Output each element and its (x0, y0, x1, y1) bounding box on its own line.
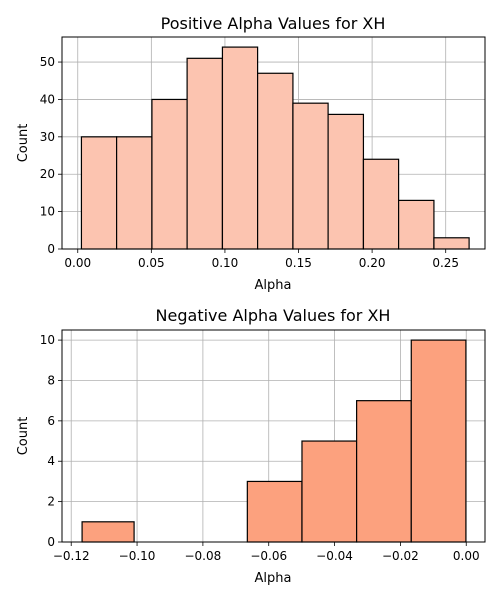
y-tick-label: 50 (40, 55, 55, 69)
y-tick-label: 0 (47, 535, 55, 549)
x-tick-label: 0.05 (138, 256, 165, 270)
x-tick-label: 0.00 (453, 549, 480, 563)
x-tick-label: 0.00 (64, 256, 91, 270)
plot-frame (61, 36, 486, 250)
histogram-bar (81, 521, 135, 543)
histogram-bar (257, 72, 294, 250)
x-axis-label: Alpha (255, 571, 292, 586)
y-tick-label: 2 (47, 495, 55, 509)
histogram-bar (301, 440, 358, 543)
y-tick-label: 4 (47, 454, 55, 468)
histogram-bar (221, 46, 259, 250)
y-axis-label: Count (16, 417, 31, 456)
x-axis-ticks: 0.00 0.05 0.10 0.15 0.20 0.25 (64, 249, 459, 270)
y-tick-label: 40 (40, 92, 55, 106)
x-tick-label: −0.06 (250, 549, 287, 563)
x-tick-label: −0.12 (53, 549, 90, 563)
y-tick-label: 0 (47, 242, 55, 256)
y-tick-label: 10 (40, 205, 55, 219)
positive-alpha-histogram: Positive Alpha Values for XH 0.00 0.05 0.1… (16, 14, 486, 293)
histogram-bar (362, 158, 400, 250)
chart-title: Positive Alpha Values for XH (161, 14, 386, 33)
histogram-bar (80, 136, 118, 250)
chart-title: Negative Alpha Values for XH (156, 306, 391, 325)
x-tick-label: 0.10 (212, 256, 239, 270)
histogram-bar (433, 237, 470, 250)
histogram-bars (80, 46, 470, 250)
x-tick-label: −0.04 (316, 549, 353, 563)
negative-alpha-histogram: Negative Alpha Values for XH −0.12 −0.10−… (16, 306, 486, 586)
y-axis-label: Count (16, 124, 31, 163)
histogram-bar (151, 98, 188, 250)
y-axis-ticks: 0 2 4 6 8 10 (40, 333, 62, 549)
plot-frame (61, 329, 486, 543)
histogram-bar (327, 113, 365, 250)
x-tick-label: 0.15 (285, 256, 312, 270)
histogram-bar (410, 339, 467, 543)
histogram-bar (398, 199, 435, 250)
x-tick-label: −0.02 (382, 549, 419, 563)
y-tick-label: 6 (47, 414, 55, 428)
y-axis-ticks: 0 10 20 30 40 50 (40, 55, 62, 256)
y-tick-label: 10 (40, 333, 55, 347)
y-tick-label: 8 (47, 373, 55, 387)
x-tick-label: 0.25 (432, 256, 459, 270)
x-tick-label: 0.20 (359, 256, 386, 270)
histogram-bar (356, 400, 412, 543)
histogram-bar (246, 480, 303, 543)
histogram-bar (186, 57, 224, 250)
histogram-bar (292, 102, 329, 250)
x-axis-ticks: −0.12 −0.10 −0.08 −0.06 −0.04 −0.02 0.00 (53, 542, 480, 563)
histogram-bar (116, 136, 153, 250)
x-tick-label: −0.08 (184, 549, 221, 563)
y-tick-label: 30 (40, 130, 55, 144)
x-axis-label: Alpha (255, 278, 292, 293)
x-tick-label: −0.10 (119, 549, 156, 563)
y-tick-label: 20 (40, 167, 55, 181)
